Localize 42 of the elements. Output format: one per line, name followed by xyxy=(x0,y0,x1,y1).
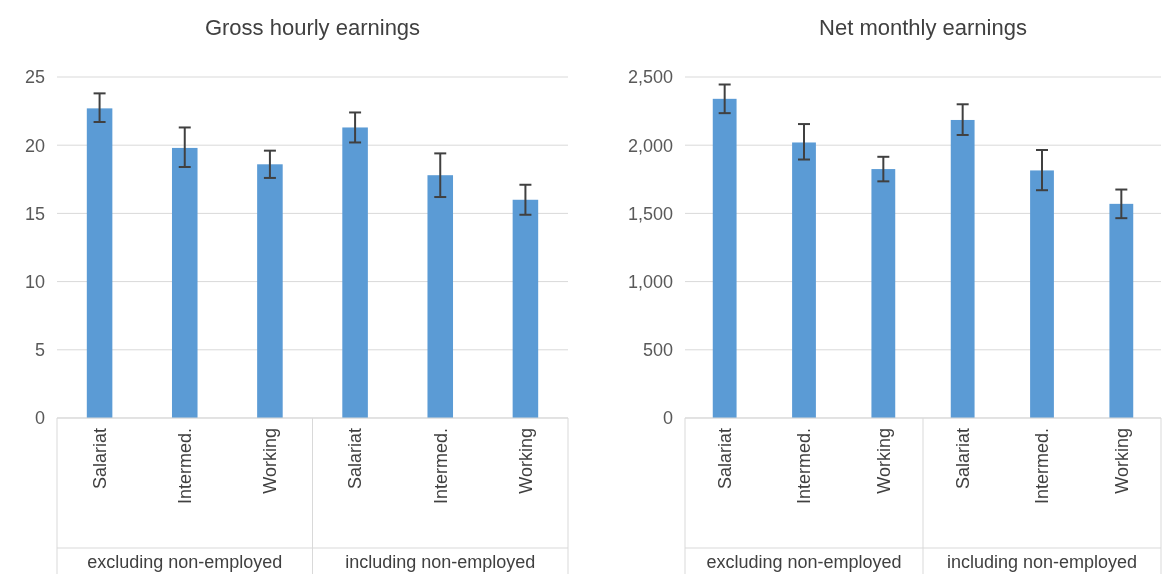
x-tick-label: Intermed. xyxy=(1032,428,1053,505)
y-tick-label: 0 xyxy=(34,408,45,429)
bar xyxy=(712,98,737,418)
x-tick-label: Salariat xyxy=(952,428,973,490)
x-tick-label: Working xyxy=(1111,428,1132,494)
x-tick-label: Working xyxy=(260,428,281,494)
text: including non-employed xyxy=(345,552,536,573)
bar xyxy=(871,169,896,418)
bar xyxy=(427,175,454,418)
chart-title: Net monthly earnings xyxy=(819,15,1027,40)
text: excluding non-employed xyxy=(87,552,283,573)
x-tick-label: Intermed. xyxy=(430,428,451,505)
x-tick-label: Intermed. xyxy=(794,428,815,505)
bar xyxy=(257,164,283,418)
y-tick-label: 25 xyxy=(24,67,45,88)
text: excluding non-employed xyxy=(706,552,902,573)
y-tick-label: 2,500 xyxy=(627,67,673,88)
chart-title: Gross hourly earnings xyxy=(204,15,421,40)
x-tick-label: Intermed. xyxy=(175,428,196,505)
y-tick-label: 10 xyxy=(24,271,45,292)
x-tick-label: Working xyxy=(873,428,894,494)
x-tick-label: Salariat xyxy=(345,428,366,490)
bar xyxy=(792,142,816,418)
bar xyxy=(512,199,539,418)
y-tick-label: 1,500 xyxy=(627,203,673,224)
bar xyxy=(171,147,198,418)
y-tick-label: 1,000 xyxy=(627,271,673,292)
bar xyxy=(1030,170,1054,418)
y-tick-label: 20 xyxy=(24,135,45,156)
y-tick-label: 15 xyxy=(24,203,45,224)
bar xyxy=(950,119,975,418)
bar xyxy=(1109,203,1134,418)
y-tick-label: 5 xyxy=(34,340,45,361)
x-tick-label: Working xyxy=(515,428,536,494)
text: including non-employed xyxy=(946,552,1138,573)
y-tick-label: 2,000 xyxy=(627,135,673,156)
y-tick-label: 500 xyxy=(642,340,673,361)
x-tick-label: Salariat xyxy=(714,428,735,490)
bar xyxy=(86,108,113,418)
bar xyxy=(342,127,368,418)
y-tick-label: 0 xyxy=(662,408,673,429)
x-tick-label: Salariat xyxy=(89,428,110,490)
